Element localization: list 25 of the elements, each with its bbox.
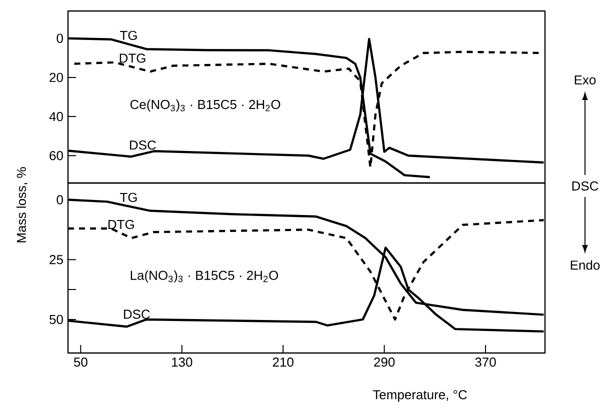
x-tick-label: 210 — [272, 358, 294, 367]
y-tick-label: 50 — [50, 314, 63, 324]
text: DSC — [572, 181, 598, 191]
series-label: TG — [120, 192, 137, 202]
y-axis-title: Mass loss, % — [16, 167, 28, 242]
text: Exo — [574, 75, 596, 85]
series-label: DTG — [108, 220, 134, 230]
y-tick-label: 20 — [50, 72, 63, 82]
annotation: La(NO$_{3}$)$_{3}$ · B15C5 · 2H$_{2}$O — [130, 270, 278, 283]
y-tick-label: 25 — [50, 255, 63, 264]
annotation: Ce(NO$_{3}$)$_{3}$ · B15C5 · 2H$_{2}$O — [130, 100, 280, 112]
text: Endo — [570, 260, 600, 270]
y-tick-label: 0 — [56, 195, 63, 204]
x-tick-label: 290 — [374, 358, 395, 367]
series-label: DSC — [124, 310, 150, 319]
y-tick-label: 40 — [49, 112, 63, 122]
x-tick-label: 50 — [74, 358, 88, 367]
series-label: DSC — [130, 140, 156, 150]
x-tick-label: 370 — [475, 358, 496, 367]
y-tick-label: 0 — [56, 34, 63, 43]
y-tick-label: 60 — [50, 151, 63, 160]
series-label: TG — [120, 30, 137, 40]
series-label: DTG — [120, 54, 146, 63]
x-tick-label: 130 — [172, 358, 192, 367]
x-axis-title: Temperature, °C — [372, 390, 467, 402]
